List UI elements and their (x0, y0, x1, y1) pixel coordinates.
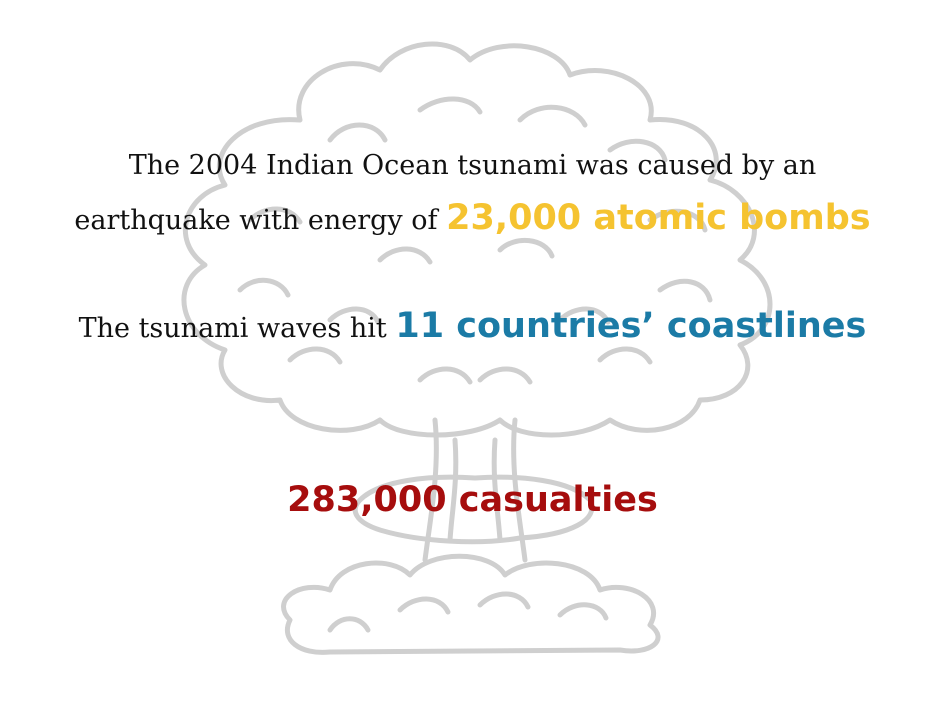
countries-highlight: 11 countries’ coastlines (395, 306, 866, 346)
fact-earthquake-line-b: earthquake with energy of 23,000 atomic … (0, 192, 945, 247)
atomic-bombs-highlight: 23,000 atomic bombs (446, 198, 871, 238)
fact-earthquake-energy: The 2004 Indian Ocean tsunami was caused… (0, 140, 945, 247)
fact-countries-hit: The tsunami waves hit 11 countries’ coas… (0, 298, 945, 357)
fact-countries-prefix: The tsunami waves hit (79, 313, 387, 344)
casualties-highlight: 283,000 casualties (287, 480, 658, 520)
fact-casualties: 283,000 casualties (0, 470, 945, 536)
fact-earthquake-prefix: earthquake with energy of (74, 205, 437, 236)
fact-earthquake-line-a: The 2004 Indian Ocean tsunami was caused… (0, 140, 945, 192)
